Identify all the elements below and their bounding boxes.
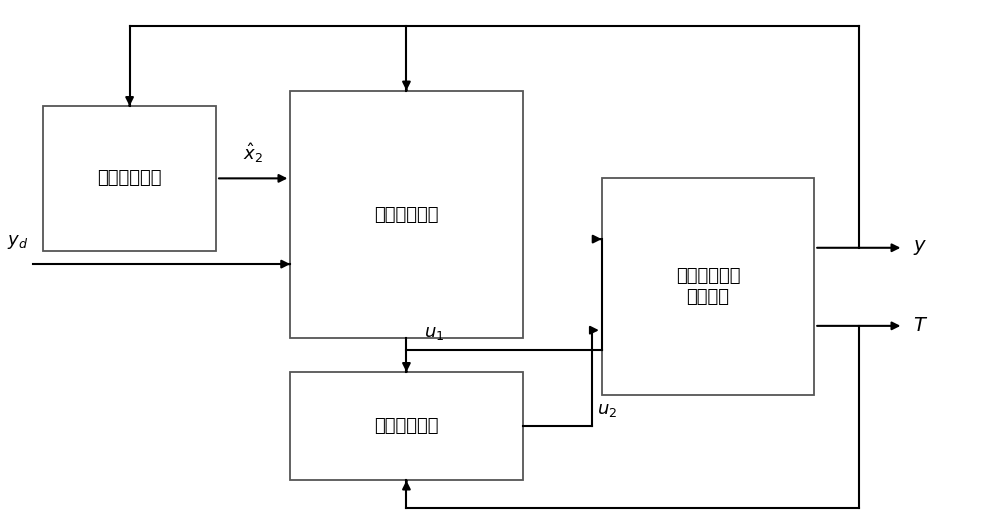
Text: $u_2$: $u_2$ xyxy=(597,400,617,419)
Text: $y$: $y$ xyxy=(913,238,927,257)
Text: $u_1$: $u_1$ xyxy=(424,324,445,342)
Text: 变比值控制器: 变比值控制器 xyxy=(374,417,439,435)
Text: 甲醇自热重整
制氢装置: 甲醇自热重整 制氢装置 xyxy=(676,267,740,306)
Bar xyxy=(602,179,814,395)
Text: 自适应控制器: 自适应控制器 xyxy=(374,206,439,223)
Bar xyxy=(43,106,216,251)
Text: $\hat{x}_2$: $\hat{x}_2$ xyxy=(243,141,263,165)
Bar xyxy=(290,91,523,338)
Text: 高增益观测器: 高增益观测器 xyxy=(97,169,162,187)
Text: $T$: $T$ xyxy=(913,316,928,335)
Bar xyxy=(290,372,523,480)
Text: $y_d$: $y_d$ xyxy=(7,233,28,251)
